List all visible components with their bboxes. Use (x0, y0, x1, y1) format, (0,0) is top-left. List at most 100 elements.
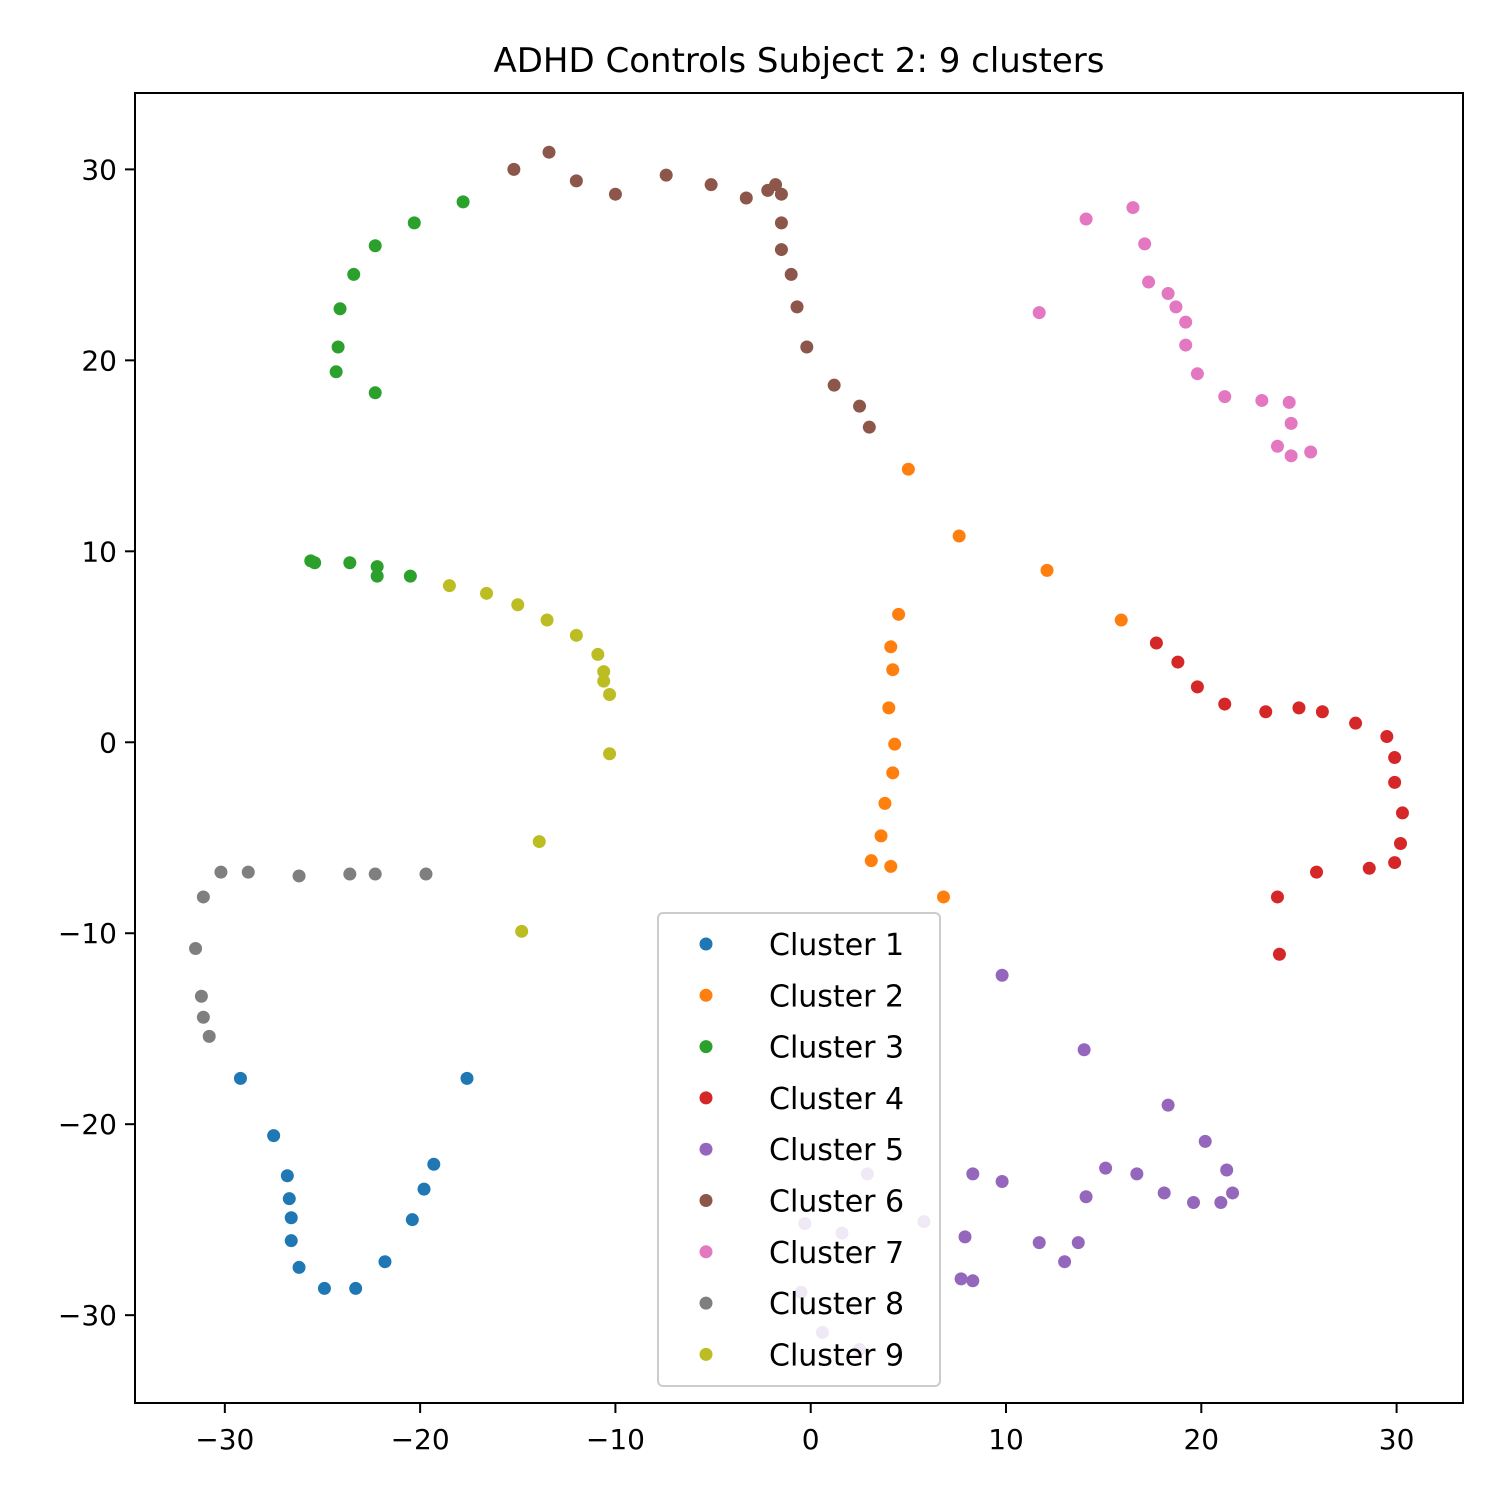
data-point (954, 1272, 968, 1286)
data-point (739, 191, 753, 205)
legend-label: Cluster 8 (769, 1287, 904, 1322)
data-point (1284, 416, 1298, 430)
legend-marker (699, 1194, 713, 1207)
data-point (368, 386, 382, 400)
data-point (1114, 613, 1128, 627)
data-point (511, 598, 525, 612)
data-point (597, 665, 611, 679)
data-point (1126, 201, 1140, 215)
data-point (333, 302, 347, 316)
x-tick-label: −20 (391, 1423, 450, 1456)
data-point (1169, 300, 1183, 314)
legend-marker (699, 1142, 713, 1156)
data-point (886, 663, 900, 677)
data-point (1272, 947, 1286, 961)
data-point (329, 365, 343, 379)
data-point (284, 1234, 298, 1248)
data-point (597, 674, 611, 688)
data-point (603, 747, 617, 761)
legend-marker (699, 1347, 713, 1361)
data-point (308, 556, 322, 570)
data-point (1079, 1190, 1093, 1204)
data-point (1255, 393, 1269, 407)
series-cluster-3 (304, 195, 470, 583)
data-point (1292, 701, 1306, 715)
data-point (882, 701, 896, 715)
data-point (1220, 1163, 1234, 1177)
data-point (214, 865, 228, 879)
data-point (317, 1281, 331, 1295)
series-cluster-6 (507, 145, 876, 434)
x-axis: −30 −20 −10 0 10 20 30 (195, 1403, 1414, 1456)
data-point (774, 243, 788, 257)
data-point (937, 890, 951, 904)
data-point (952, 529, 966, 543)
plot-frame (134, 92, 1464, 1404)
data-point (1395, 806, 1409, 820)
data-point (427, 1157, 441, 1171)
data-point (864, 854, 878, 868)
data-point (460, 1071, 474, 1085)
legend-marker (699, 937, 713, 951)
data-point (1218, 697, 1232, 711)
data-point (196, 1010, 210, 1024)
data-point (1270, 890, 1284, 904)
series-cluster-4 (1149, 636, 1409, 961)
data-point (1079, 212, 1093, 226)
data-point (349, 1281, 363, 1295)
data-point (1259, 705, 1273, 719)
data-point (966, 1274, 980, 1288)
legend-marker (699, 1040, 713, 1054)
data-point (603, 688, 617, 702)
data-point (282, 1192, 296, 1206)
data-point (407, 216, 421, 230)
data-point (862, 420, 876, 434)
series-cluster-1 (233, 1071, 474, 1295)
data-point (1282, 395, 1296, 409)
data-point (901, 462, 915, 476)
x-tick-label: 30 (1379, 1423, 1415, 1456)
data-point (1179, 315, 1193, 329)
x-tick-label: −10 (586, 1423, 645, 1456)
data-point (1226, 1186, 1240, 1200)
legend-label: Cluster 5 (769, 1133, 904, 1168)
data-point (368, 867, 382, 881)
data-point (1214, 1195, 1228, 1209)
legend-label: Cluster 7 (769, 1236, 904, 1271)
data-point (800, 340, 814, 354)
y-tick-label: −10 (58, 917, 117, 950)
data-point (878, 796, 892, 810)
data-point (874, 829, 888, 843)
data-point (761, 183, 775, 197)
legend-marker (699, 1091, 713, 1105)
data-point (1179, 338, 1193, 352)
y-tick-label: −30 (58, 1299, 117, 1332)
data-point (884, 859, 898, 873)
y-tick-label: 0 (99, 726, 117, 759)
data-point (784, 267, 798, 281)
data-point (659, 168, 673, 182)
data-point (853, 399, 867, 413)
data-point (1190, 680, 1204, 694)
legend-box (657, 912, 941, 1387)
data-point (343, 867, 357, 881)
y-tick-label: 20 (81, 344, 117, 377)
data-point (532, 835, 546, 849)
data-point (958, 1230, 972, 1244)
data-point (888, 737, 902, 751)
data-point (1142, 275, 1156, 289)
data-point (1349, 716, 1363, 730)
legend-label: Cluster 4 (769, 1082, 904, 1117)
data-point (480, 586, 494, 600)
chart-title: ADHD Controls Subject 2: 9 clusters (493, 41, 1104, 81)
data-point (1198, 1134, 1212, 1148)
data-point (995, 968, 1009, 982)
data-point (370, 569, 384, 583)
data-point (1284, 449, 1298, 463)
series-cluster-9 (442, 579, 617, 938)
data-point (540, 613, 554, 627)
data-point (1161, 287, 1175, 301)
data-point (542, 145, 556, 159)
data-point (966, 1167, 980, 1181)
